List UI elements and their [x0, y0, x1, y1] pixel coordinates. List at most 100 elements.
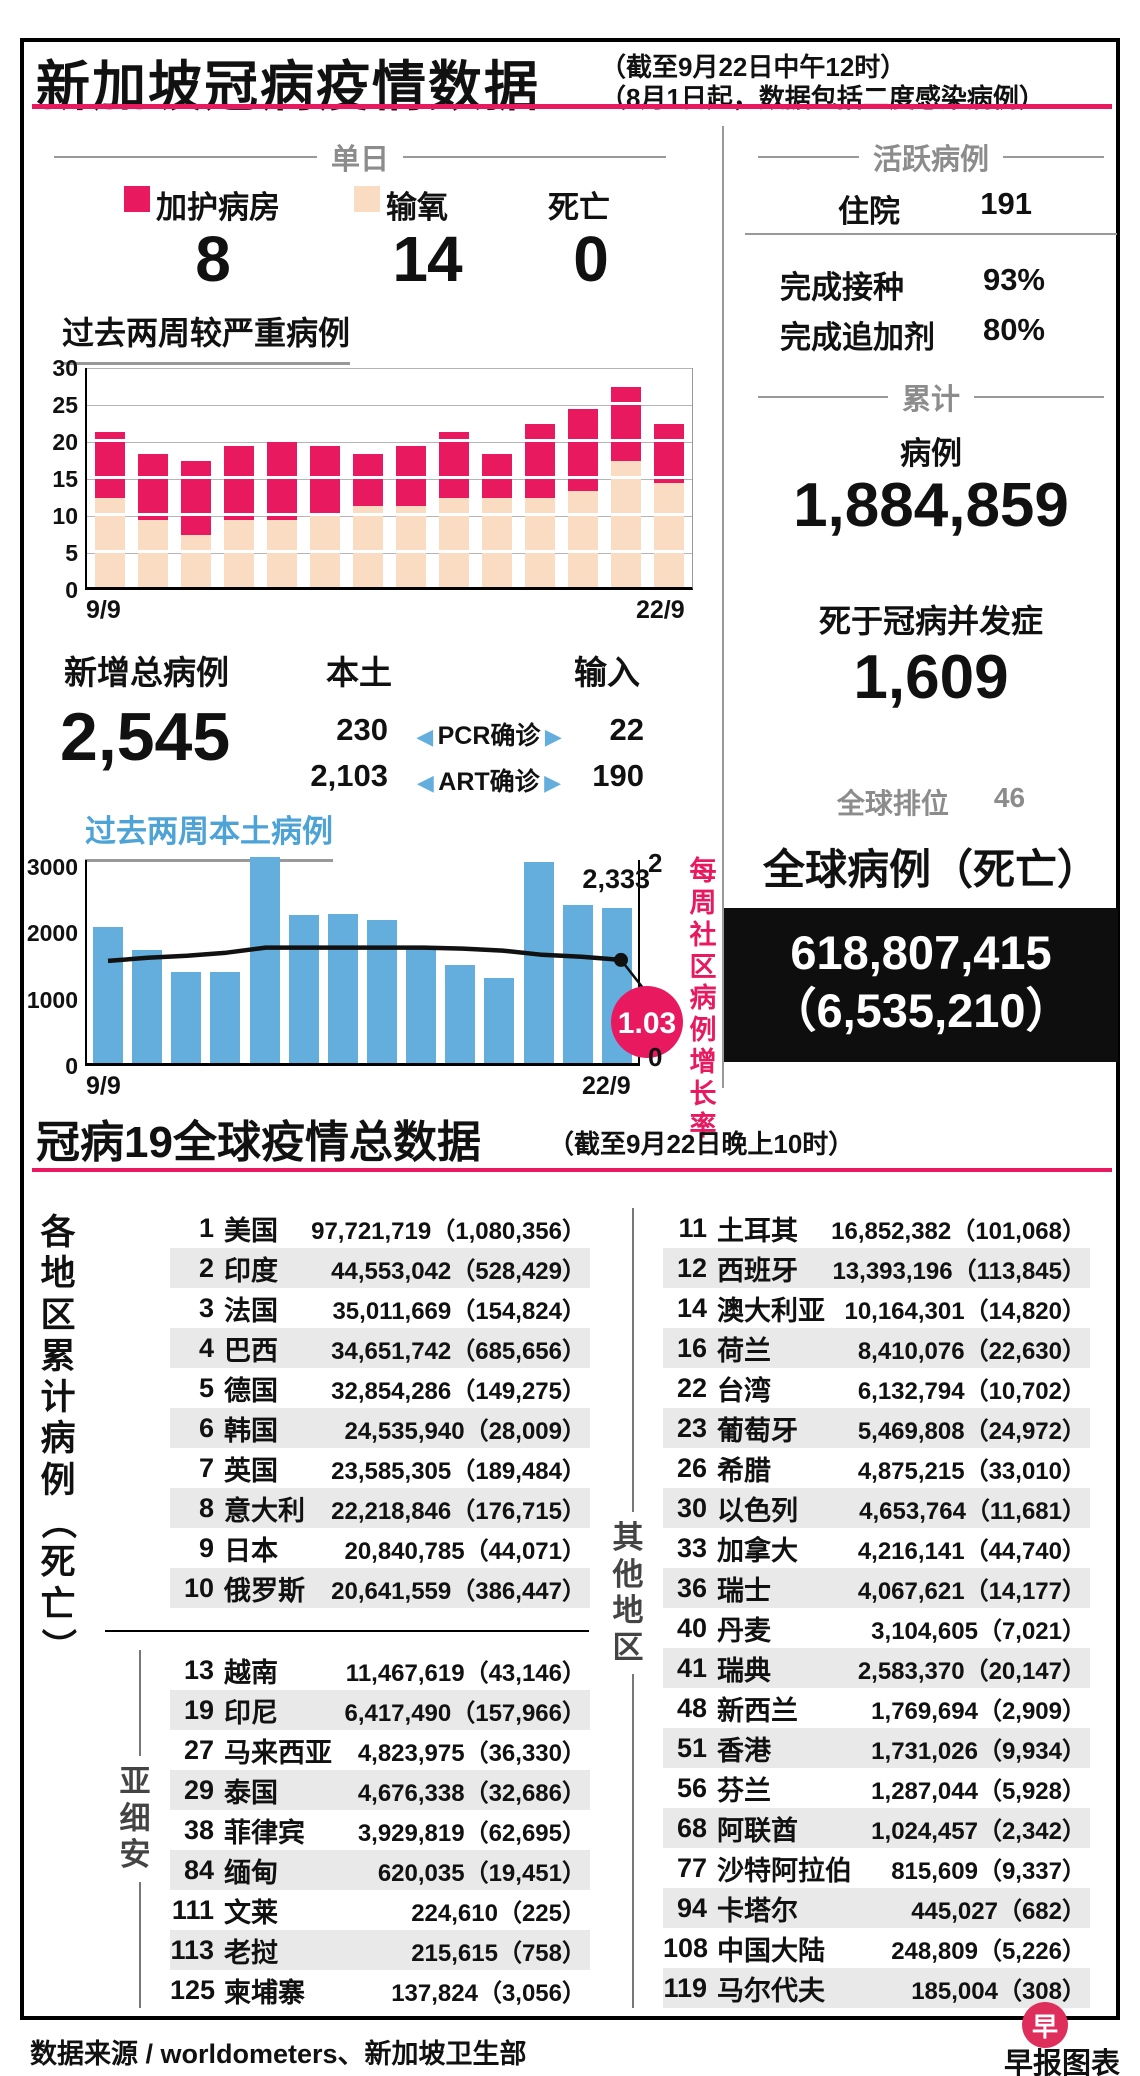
- table-row: 3 法国 35,011,669（154,824）: [170, 1288, 590, 1328]
- table-row: 48 新西兰 1,769,694（2,909）: [663, 1688, 1090, 1728]
- global-deaths-value: （6,535,210）: [769, 984, 1073, 1037]
- local-chart-y-axis: 3000 2000 1000 0: [22, 854, 78, 1079]
- cumulative-header-label: 累计: [902, 384, 961, 416]
- table-row: 33 加拿大 4,216,141（44,740）: [663, 1528, 1090, 1568]
- country-rank: 8: [198, 1492, 214, 1523]
- country-name: 加拿大: [717, 1535, 798, 1566]
- active-divider: [745, 233, 1117, 235]
- table-row: 22 台湾 6,132,794（10,702）: [663, 1368, 1090, 1408]
- country-value: 16,852,382（101,068）: [831, 1217, 1086, 1245]
- table-row: 41 瑞典 2,583,370（20,147）: [663, 1648, 1090, 1688]
- y-axis-tick: 20: [52, 429, 78, 455]
- top10-table: 1 美国 97,721,719（1,080,356） 2 印度 44,553,042（52…: [170, 1208, 590, 1608]
- local-case-bar: [406, 946, 437, 1063]
- header-line-right: [974, 396, 1105, 398]
- country-value: 3,104,605（7,021）: [871, 1617, 1086, 1645]
- country-value: 5,469,808（24,972）: [857, 1417, 1086, 1445]
- table-row: 51 香港 1,731,026（9,934）: [663, 1728, 1090, 1768]
- header-line-right: [403, 156, 667, 158]
- column-divider: [722, 126, 724, 1088]
- local-case-bar: [249, 857, 280, 1063]
- table-row: 108 中国大陆 248,809（5,226）: [663, 1928, 1090, 1968]
- gridline-overlay: [267, 368, 297, 587]
- country-rank: 113: [170, 1934, 214, 1965]
- table-row: 7 英国 23,585,305（189,484）: [170, 1448, 590, 1488]
- subtitle-line1: （截至9月22日中午12时）: [600, 52, 907, 82]
- country-name: 马来西亚: [224, 1737, 332, 1768]
- country-rank: 22: [676, 1372, 707, 1403]
- country-name: 葡萄牙: [717, 1415, 798, 1446]
- country-rank: 125: [170, 1974, 216, 2005]
- oxygen-daily-value: 14: [392, 223, 462, 295]
- country-value: 24,535,940（28,009）: [344, 1417, 586, 1445]
- local-case-bar: [327, 913, 358, 1063]
- y-axis-tick: 0: [65, 1053, 78, 1079]
- header-line-left: [758, 156, 859, 158]
- country-name: 香港: [717, 1735, 771, 1766]
- country-value: 3,929,819（62,695）: [357, 1819, 586, 1847]
- country-value: 1,287,044（5,928）: [871, 1777, 1086, 1805]
- table-row: 56 芬兰 1,287,044（5,928）: [663, 1768, 1090, 1808]
- local-case-bar: [562, 904, 593, 1063]
- country-value: 13,393,196（113,845）: [832, 1257, 1086, 1285]
- active-cases-header: 活跃病例: [744, 136, 1118, 178]
- country-rank: 56: [676, 1772, 707, 1803]
- header-rule: [32, 104, 1112, 109]
- outer-frame: [20, 38, 1120, 2020]
- local-chart-bars: [87, 857, 638, 1063]
- country-rank: 29: [183, 1774, 214, 1805]
- total-new-cases-value: 2,545: [60, 699, 231, 775]
- right-axis-tick-bottom: 0: [648, 1042, 663, 1072]
- country-value: 10,164,301（14,820）: [844, 1297, 1086, 1325]
- daily-header-label: 单日: [331, 144, 390, 176]
- table-row: 111 文莱 224,610（225）: [170, 1890, 590, 1930]
- country-rank: 4: [198, 1332, 214, 1363]
- country-name: 中国大陆: [717, 1935, 825, 1966]
- global-rank-value: 46: [993, 782, 1026, 813]
- country-rank: 3: [198, 1292, 214, 1323]
- country-rank: 13: [183, 1654, 214, 1685]
- severe-bar: [611, 368, 641, 587]
- local-label: 本土: [326, 654, 392, 691]
- gridline: [87, 405, 692, 406]
- country-value: 185,004（308）: [911, 1977, 1086, 2005]
- local-x-last: 22/9: [582, 1072, 631, 1100]
- country-rank: 2: [198, 1252, 214, 1283]
- table-row: 9 日本 20,840,785（44,071）: [170, 1528, 590, 1568]
- country-value: 23,585,305（189,484）: [331, 1457, 586, 1485]
- country-name: 阿联酋: [717, 1815, 798, 1846]
- country-rank: 51: [676, 1732, 707, 1763]
- country-value: 620,035（19,451）: [377, 1859, 586, 1887]
- country-value: 815,609（9,337）: [891, 1857, 1086, 1885]
- y-axis-tick: 30: [52, 355, 78, 381]
- header-line-left: [54, 156, 317, 158]
- table-row: 27 马来西亚 4,823,975（36,330）: [170, 1730, 590, 1770]
- country-name: 英国: [224, 1455, 278, 1486]
- severe-x-last: 22/9: [636, 596, 685, 624]
- severe-chart-bars: [87, 368, 692, 587]
- header-line-right: [1003, 156, 1105, 158]
- gridline-overlay: [611, 368, 641, 587]
- vaccinated-label: 完成接种: [780, 270, 904, 305]
- country-name: 以色列: [717, 1495, 798, 1526]
- country-value: 20,641,559（386,447）: [331, 1577, 586, 1605]
- country-name: 芬兰: [717, 1775, 771, 1806]
- country-name: 法国: [224, 1295, 278, 1326]
- country-name: 越南: [224, 1657, 278, 1688]
- severe-bar: [654, 368, 684, 587]
- left-arrow-icon: ◀: [416, 770, 434, 795]
- country-name: 俄罗斯: [224, 1575, 305, 1606]
- country-name: 柬埔寨: [224, 1977, 305, 2008]
- severe-bar: [95, 368, 125, 587]
- gridline: [87, 368, 692, 369]
- table-row: 84 缅甸 620,035（19,451）: [170, 1850, 590, 1890]
- country-rank: 5: [198, 1372, 214, 1403]
- logo-character: 早: [1031, 2011, 1058, 2042]
- table-row: 14 澳大利亚 10,164,301（14,820）: [663, 1288, 1090, 1328]
- table-row: 2 印度 44,553,042（528,429）: [170, 1248, 590, 1288]
- table-row: 30 以色列 4,653,764（11,681）: [663, 1488, 1090, 1528]
- country-rank: 84: [183, 1854, 214, 1885]
- country-value: 4,216,141（44,740）: [857, 1537, 1086, 1565]
- zaobao-logo: 早: [1022, 2002, 1068, 2048]
